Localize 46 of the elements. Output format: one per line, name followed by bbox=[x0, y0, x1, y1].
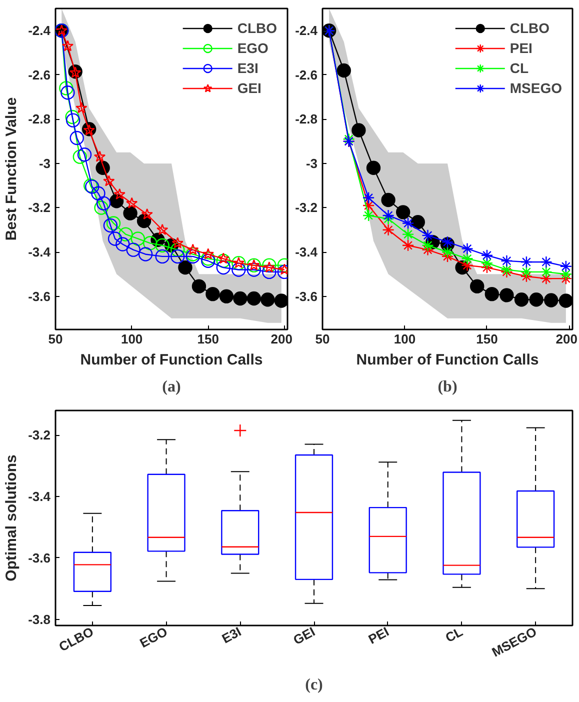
y-axis-title: Best Function Value bbox=[3, 97, 20, 241]
y-tick-label: -3.6 bbox=[295, 288, 318, 304]
legend-label: GEI bbox=[237, 80, 262, 96]
x-tick-label: 50 bbox=[315, 332, 330, 346]
x-tick-label: E3I bbox=[219, 624, 244, 646]
text: (a) bbox=[162, 378, 181, 396]
y-tick-label: -3.6 bbox=[28, 550, 51, 566]
x-tick-label: 200 bbox=[556, 332, 578, 346]
legend-label: MSEGO bbox=[510, 80, 562, 96]
text: (b) bbox=[438, 378, 458, 396]
x-tick-label: 100 bbox=[394, 332, 416, 346]
x-axis-title: Number of Function Calls bbox=[80, 352, 263, 368]
y-tick-label: -3.6 bbox=[28, 288, 51, 304]
legend-label: PEI bbox=[510, 40, 532, 56]
x-axis-title: Number of Function Calls bbox=[356, 352, 539, 368]
legend-label: E3I bbox=[237, 60, 258, 76]
text: (c) bbox=[305, 676, 323, 694]
x-tick-label: 100 bbox=[120, 332, 143, 346]
y-tick-label: -2.6 bbox=[295, 67, 318, 82]
y-tick-label: -3.4 bbox=[28, 244, 52, 260]
y-tick-label: -3.8 bbox=[28, 612, 51, 627]
x-tick-label: 150 bbox=[476, 332, 498, 346]
x-tick-label: 150 bbox=[197, 332, 219, 346]
x-tick-label: EGO bbox=[137, 624, 170, 651]
y-tick-label: -2.4 bbox=[28, 23, 52, 38]
y-tick-label: -3.4 bbox=[28, 489, 52, 504]
y-tick-label: -2.4 bbox=[295, 23, 318, 38]
y-tick-label: -2.8 bbox=[295, 112, 318, 127]
legend-label: EGO bbox=[237, 40, 268, 56]
x-tick-label: 50 bbox=[48, 332, 63, 346]
y-tick-label: -2.8 bbox=[28, 112, 51, 127]
x-tick-label: GEI bbox=[290, 624, 318, 648]
y-tick-label: -3.2 bbox=[295, 200, 318, 216]
x-tick-label: CL bbox=[442, 624, 466, 646]
x-tick-label: PEI bbox=[366, 624, 392, 647]
legend-label: CLBO bbox=[237, 20, 277, 36]
y-tick-label: -3.4 bbox=[295, 244, 318, 260]
y-tick-label: -3 bbox=[38, 156, 51, 171]
y-tick-label: -3.2 bbox=[28, 428, 51, 443]
y-axis-title: Optimal solutions bbox=[3, 454, 20, 582]
y-tick-label: -3.2 bbox=[28, 200, 51, 216]
legend-label: CLBO bbox=[510, 20, 550, 36]
x-tick-label: 200 bbox=[270, 332, 293, 346]
legend-label: CL bbox=[510, 60, 530, 76]
y-tick-label: -3 bbox=[306, 156, 318, 171]
y-tick-label: -2.6 bbox=[28, 67, 51, 82]
